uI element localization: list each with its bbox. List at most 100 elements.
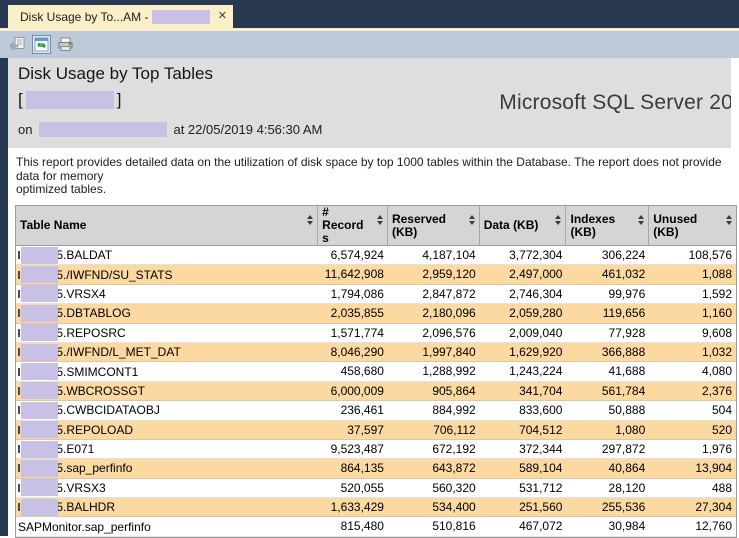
sort-arrows-icon[interactable] bbox=[376, 215, 383, 225]
cell-indexes: 255,536 bbox=[601, 500, 646, 515]
sort-desc-icon[interactable] bbox=[638, 221, 645, 225]
sort-desc-icon[interactable] bbox=[307, 221, 314, 225]
cell-indexes: 28,120 bbox=[608, 480, 646, 495]
clipped-char bbox=[18, 289, 20, 298]
timestamp: at 22/05/2019 4:56:30 AM bbox=[173, 122, 323, 137]
table-row: 5 .E071 9,523,487 672,192 372,344 297,872 1,97… bbox=[16, 439, 736, 460]
cell-indexes: 41,688 bbox=[608, 364, 646, 379]
sort-arrows-icon[interactable] bbox=[555, 215, 562, 225]
cell-unused: 1,592 bbox=[701, 286, 733, 301]
cell-unused: 1,032 bbox=[701, 344, 733, 359]
cell-unused: 1,088 bbox=[701, 267, 733, 282]
sort-arrows-icon[interactable] bbox=[307, 215, 314, 225]
sort-desc-icon[interactable] bbox=[555, 221, 562, 225]
table-name-text: .E071 bbox=[63, 442, 95, 457]
sql-server-version-label: Microsoft SQL Server 20 bbox=[499, 91, 731, 114]
cell-reserved: 510,816 bbox=[432, 519, 476, 534]
schema-redaction-box bbox=[21, 246, 58, 264]
cell-name: 5 .VRSX3 bbox=[16, 479, 318, 497]
table-name-text: .REPOSRC bbox=[63, 325, 126, 340]
cell-reserved: 534,400 bbox=[432, 500, 476, 515]
cell-data: 1,243,224 bbox=[509, 364, 563, 379]
sort-asc-icon[interactable] bbox=[376, 215, 383, 219]
cell-reserved: 884,992 bbox=[432, 403, 476, 418]
column-header-reserved: Reserved (KB) bbox=[388, 206, 480, 245]
cell-name: 5 ./IWFND/L_MET_DAT bbox=[16, 343, 318, 361]
column-header-label: Table Name bbox=[20, 218, 87, 232]
cell-records: 1,633,429 bbox=[330, 500, 384, 515]
sort-asc-icon[interactable] bbox=[555, 215, 562, 219]
cell-records: 11,642,908 bbox=[324, 267, 384, 282]
cell-name: 5 .CWBCIDATAOBJ bbox=[16, 401, 318, 419]
sort-asc-icon[interactable] bbox=[726, 215, 732, 219]
cell-reserved: 2,180,096 bbox=[422, 306, 476, 321]
partial-glyph: 5 bbox=[58, 422, 63, 437]
tab-title: Disk Usage by To...AM - bbox=[20, 9, 152, 24]
report-toolbar bbox=[0, 31, 739, 58]
parent-report-icon[interactable] bbox=[8, 35, 27, 54]
clipped-char bbox=[18, 251, 20, 260]
sort-desc-icon[interactable] bbox=[376, 221, 383, 225]
clipped-char bbox=[18, 483, 20, 492]
sort-asc-icon[interactable] bbox=[307, 215, 314, 219]
table-name-text: .BALHDR bbox=[63, 500, 116, 515]
clipped-char bbox=[18, 425, 20, 434]
table-body: 5 .BALDAT 6,574,924 4,187,104 3,772,304 306,2… bbox=[16, 246, 736, 537]
cell-records: 37,597 bbox=[347, 422, 384, 437]
cell-reserved: 706,112 bbox=[433, 422, 476, 437]
column-header-records: # Records bbox=[318, 206, 388, 245]
schema-redaction-box bbox=[21, 363, 58, 381]
cell-data: 2,009,040 bbox=[509, 325, 563, 340]
cell-unused: 27,304 bbox=[695, 500, 733, 515]
sort-arrows-icon[interactable] bbox=[726, 215, 732, 225]
cell-name: 5 .BALHDR bbox=[16, 498, 318, 516]
table-name-text: .REPOLOAD bbox=[63, 422, 134, 437]
table-name-text: .VRSX3 bbox=[63, 480, 106, 495]
sort-asc-icon[interactable] bbox=[468, 215, 475, 219]
cell-unused: 9,608 bbox=[701, 325, 733, 340]
table-row: 5 .SMIMCONT1 458,680 1,288,992 1,243,224 41,6… bbox=[16, 362, 736, 382]
table-header-row: Table Name # Records Reserved (KB) Data (KB… bbox=[16, 206, 736, 246]
cell-data: 372,344 bbox=[519, 441, 563, 456]
partial-glyph: 5 bbox=[58, 442, 63, 457]
cell-records: 1,571,774 bbox=[330, 325, 384, 340]
cell-indexes: 1,080 bbox=[615, 422, 646, 437]
disk-usage-table: Table Name # Records Reserved (KB) Data (KB… bbox=[15, 205, 737, 538]
sort-arrows-icon[interactable] bbox=[468, 215, 475, 225]
schema-redaction-box bbox=[21, 285, 58, 303]
table-row: 5 .REPOLOAD 37,597 706,112 704,512 1,080 520 bbox=[16, 420, 736, 440]
table-name-text: .DBTABLOG bbox=[63, 306, 131, 321]
table-row: 5 .BALHDR 1,633,429 534,400 251,560 255,536 27… bbox=[16, 498, 736, 518]
table-name-text: .CWBCIDATAOBJ bbox=[63, 403, 160, 418]
cell-name: 5 .WBCROSSGT bbox=[16, 382, 318, 400]
table-row: 5 .sap_perfinfo 864,135 643,872 589,104 40,86… bbox=[16, 459, 736, 479]
cell-reserved: 672,192 bbox=[432, 441, 476, 456]
description-line: This report provides detailed data on th… bbox=[16, 155, 722, 183]
table-name-text: ./IWFND/SU_STATS bbox=[63, 267, 173, 282]
cell-records: 815,480 bbox=[340, 519, 384, 534]
cell-reserved: 560,320 bbox=[432, 480, 476, 495]
sort-desc-icon[interactable] bbox=[726, 221, 732, 225]
table-row: 5 .DBTABLOG 2,035,855 2,180,096 2,059,280 119… bbox=[16, 304, 736, 324]
cell-unused: 4,080 bbox=[701, 364, 733, 379]
cell-indexes: 50,888 bbox=[608, 403, 646, 418]
print-icon[interactable] bbox=[56, 35, 75, 54]
report-header: Disk Usage by Top Tables [ ] on at 22/05… bbox=[8, 58, 731, 148]
sort-arrows-icon[interactable] bbox=[638, 215, 645, 225]
schema-redaction-box bbox=[21, 401, 58, 419]
cell-records: 2,035,855 bbox=[330, 306, 384, 321]
sort-asc-icon[interactable] bbox=[638, 215, 645, 219]
refresh-icon[interactable] bbox=[32, 35, 51, 54]
bracket-open: [ bbox=[18, 90, 23, 109]
schema-redaction-box bbox=[21, 304, 58, 322]
cell-records: 520,055 bbox=[340, 480, 384, 495]
cell-data: 2,497,000 bbox=[509, 267, 563, 282]
cell-name: 5 .E071 bbox=[16, 440, 318, 458]
window-tab[interactable]: Disk Usage by To...AM - ✕ bbox=[8, 5, 233, 28]
table-name-text: .VRSX4 bbox=[63, 286, 106, 301]
sort-desc-icon[interactable] bbox=[468, 221, 475, 225]
close-icon[interactable]: ✕ bbox=[217, 10, 227, 22]
cell-records: 236,461 bbox=[340, 403, 384, 418]
cell-reserved: 643,872 bbox=[432, 461, 476, 476]
bracket-close: ] bbox=[116, 90, 122, 109]
